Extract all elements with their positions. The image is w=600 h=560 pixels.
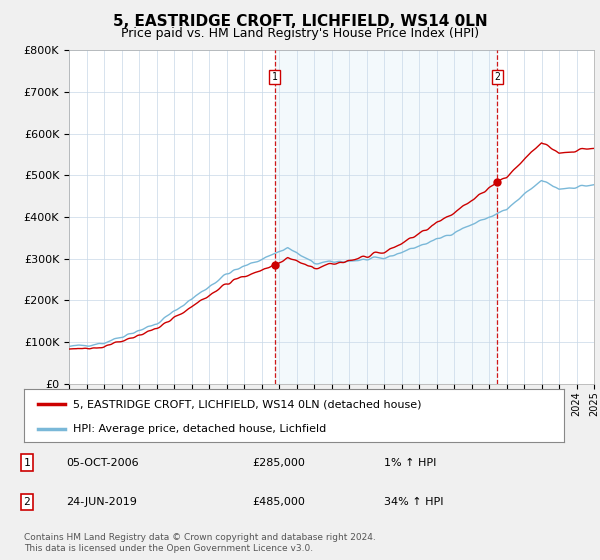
Text: 5, EASTRIDGE CROFT, LICHFIELD, WS14 0LN (detached house): 5, EASTRIDGE CROFT, LICHFIELD, WS14 0LN … <box>73 399 421 409</box>
Text: 34% ↑ HPI: 34% ↑ HPI <box>384 497 443 507</box>
Text: 05-OCT-2006: 05-OCT-2006 <box>66 458 139 468</box>
Text: Price paid vs. HM Land Registry's House Price Index (HPI): Price paid vs. HM Land Registry's House … <box>121 27 479 40</box>
Text: £485,000: £485,000 <box>252 497 305 507</box>
Text: £285,000: £285,000 <box>252 458 305 468</box>
Text: 2: 2 <box>494 72 500 82</box>
Text: HPI: Average price, detached house, Lichfield: HPI: Average price, detached house, Lich… <box>73 424 326 434</box>
Text: 5, EASTRIDGE CROFT, LICHFIELD, WS14 0LN: 5, EASTRIDGE CROFT, LICHFIELD, WS14 0LN <box>113 14 487 29</box>
Text: 1% ↑ HPI: 1% ↑ HPI <box>384 458 436 468</box>
Text: 1: 1 <box>272 72 278 82</box>
Text: 1: 1 <box>23 458 31 468</box>
Text: Contains HM Land Registry data © Crown copyright and database right 2024.
This d: Contains HM Land Registry data © Crown c… <box>24 533 376 553</box>
Text: 2: 2 <box>23 497 31 507</box>
Text: 24-JUN-2019: 24-JUN-2019 <box>66 497 137 507</box>
Bar <box>275 50 497 384</box>
